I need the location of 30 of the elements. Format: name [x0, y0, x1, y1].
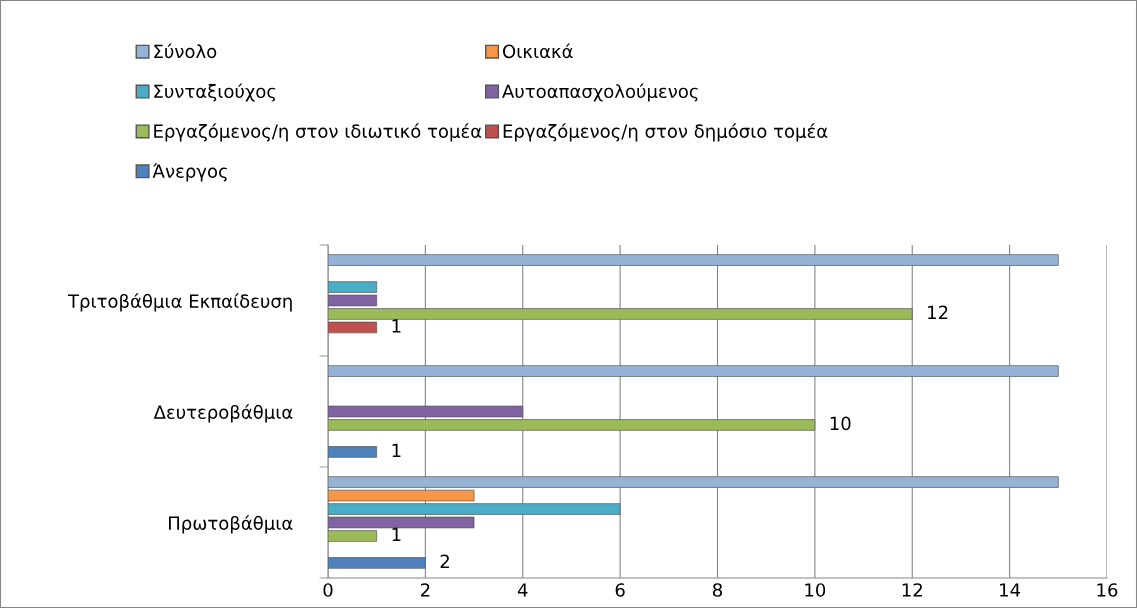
bar [328, 254, 1059, 266]
data-label: 1 [392, 527, 401, 541]
x-tick-label: 8 [712, 583, 723, 597]
legend-label: Εργαζόμενος/η στον δημόσιο τομέα [503, 123, 828, 142]
legend-label: Άνεργος [152, 163, 227, 182]
data-label: 12 [928, 305, 948, 319]
bar [328, 557, 426, 569]
bar [328, 446, 378, 458]
legend-label: Αυτοαπασχολούμενος [502, 83, 698, 102]
bar [328, 476, 1059, 488]
x-tick-label: 10 [805, 583, 826, 597]
x-tick-label: 2 [420, 583, 430, 597]
legend-label: Οικιακά [502, 43, 573, 59]
legend-label: Συνταξιούχος [154, 83, 276, 102]
data-label: 2 [440, 554, 449, 568]
data-label: 10 [830, 416, 851, 431]
x-tick-label: 16 [1097, 583, 1118, 597]
x-tick-label: 14 [1000, 583, 1021, 597]
y-tick-label: Πρωτοβάθμια [169, 515, 293, 534]
data-label: 1 [392, 319, 401, 333]
x-tick-label: 6 [615, 583, 625, 597]
x-tick-label: 12 [902, 583, 922, 597]
x-tick-label: 0 [323, 583, 333, 597]
legend-label: Εργαζόμενος/η στον ιδιωτικό τομέα [154, 123, 482, 142]
bar [328, 365, 1059, 377]
legend-label: Σύνολο [154, 43, 217, 59]
data-label: 1 [392, 443, 401, 457]
y-tick-label: Τριτοβάθμια Εκπαίδευση [67, 293, 292, 312]
y-tick-label: Δευτεροβάθμια [153, 404, 293, 423]
x-tick-label: 4 [517, 583, 528, 597]
